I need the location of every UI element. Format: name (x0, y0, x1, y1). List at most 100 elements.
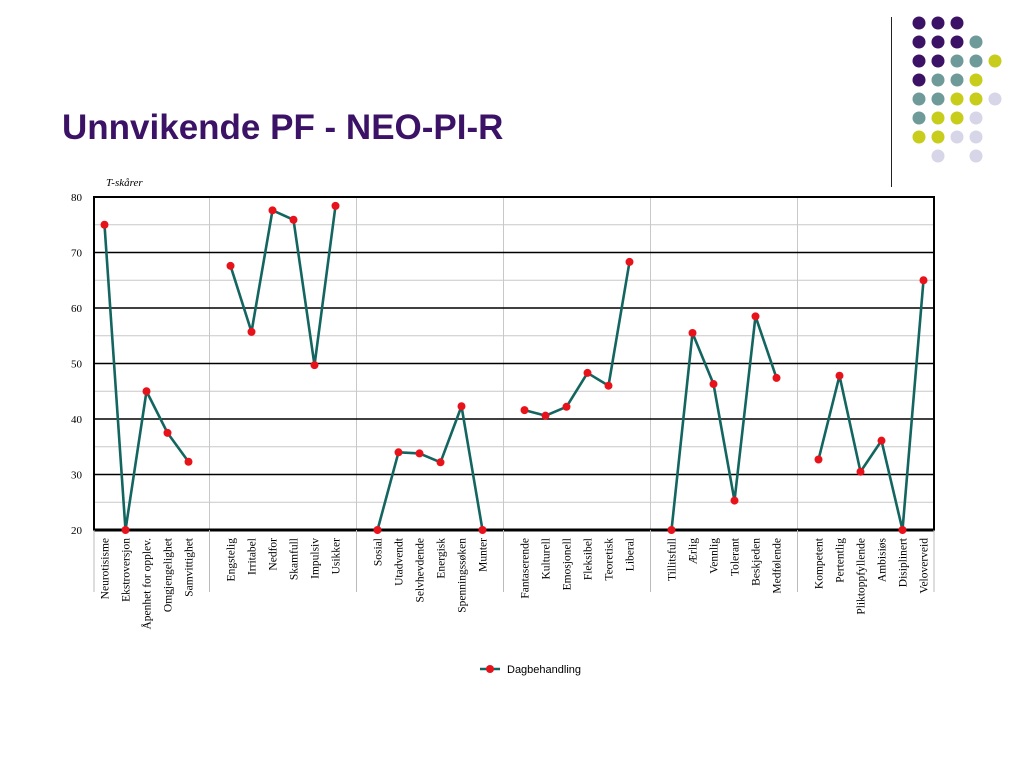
y-tick-label: 40 (71, 414, 83, 426)
x-category-label: Selvhevdende (415, 538, 427, 603)
decorative-dot (912, 73, 926, 87)
data-point (289, 215, 298, 224)
data-point (898, 526, 907, 534)
data-point (583, 368, 592, 377)
data-point (730, 496, 739, 505)
y-axis-label: T-skårer (106, 177, 143, 189)
decorative-dot (988, 54, 1002, 68)
x-category-label: Neurotisisme (100, 538, 112, 599)
data-point (373, 526, 382, 534)
data-point (709, 380, 718, 389)
decorative-dot (988, 92, 1002, 106)
data-point (310, 361, 319, 370)
x-category-label: Liberal (625, 538, 637, 571)
series-line (670, 315, 778, 531)
x-category-label: Tillitsfull (667, 538, 679, 581)
decorative-dot (931, 130, 945, 144)
data-point (751, 312, 760, 321)
data-point (688, 328, 697, 337)
data-point (877, 436, 886, 445)
x-category-label: Pertentlig (835, 538, 847, 583)
y-tick-label: 30 (71, 470, 83, 482)
decorative-dot (931, 111, 945, 125)
series-line (817, 280, 925, 532)
decorative-dot (931, 149, 945, 163)
y-tick-label: 70 (71, 248, 83, 260)
x-category-label: Nedfor (268, 538, 280, 571)
title-divider (891, 17, 892, 187)
y-tick-label: 80 (71, 192, 83, 204)
data-point (268, 206, 277, 215)
data-point (562, 402, 571, 411)
x-category-label: Kompetent (814, 537, 826, 589)
data-point (919, 276, 928, 285)
x-category-label: Impulsiv (310, 538, 322, 579)
decorative-dot (931, 35, 945, 49)
legend-marker (486, 665, 494, 673)
data-point (604, 381, 613, 390)
decorative-dot-grid (912, 16, 1002, 163)
decorative-dot (950, 130, 964, 144)
decorative-dot (969, 35, 983, 49)
x-category-label: Munter (478, 538, 490, 572)
x-category-label: Emosjonell (562, 538, 574, 590)
data-point (856, 467, 865, 476)
x-category-label: Åpenhet for opplev. (140, 538, 154, 630)
data-point (667, 526, 676, 534)
x-category-label: Kulturell (541, 538, 553, 580)
x-category-label: Beskjeden (751, 538, 763, 586)
line-chart: 20 30 40 50 60 70 80 T-skårer Neurotisisme Ekstro… (71, 177, 935, 676)
data-point (121, 526, 130, 534)
x-category-label: Vennlig (709, 538, 721, 574)
data-point (184, 457, 193, 466)
x-category-label: Sosial (373, 538, 385, 566)
data-point (331, 201, 340, 210)
data-point (226, 261, 235, 270)
legend-label: Dagbehandling (507, 664, 581, 676)
data-point (415, 449, 424, 458)
data-point (814, 455, 823, 464)
x-category-label: Usikker (331, 538, 343, 575)
data-point (247, 327, 256, 336)
data-point (835, 371, 844, 380)
decorative-dot (950, 54, 964, 68)
x-category-label: Engstelig (226, 538, 238, 582)
decorative-dot (950, 16, 964, 30)
x-category-label: Ærlig (688, 538, 700, 564)
decorative-dot (969, 73, 983, 87)
decorative-dot (950, 92, 964, 106)
x-category-label: Fantaserende (520, 538, 532, 599)
x-category-label: Ekstroversjon (121, 538, 133, 602)
decorative-dot (969, 54, 983, 68)
decorative-dot (931, 54, 945, 68)
x-category-label: Irritabel (247, 538, 259, 575)
x-category-label: Energisk (436, 538, 448, 579)
decorative-dot (931, 73, 945, 87)
series-line (229, 205, 337, 367)
decorative-dot (969, 111, 983, 125)
decorative-dot (969, 149, 983, 163)
x-category-label: Tolerant (730, 537, 742, 576)
x-category-label: Spenningssøken (457, 538, 469, 613)
slide-title: Unnvikende PF - NEO-PI-R (62, 108, 504, 147)
series-line (524, 261, 631, 417)
x-category-label: Teoretisk (604, 538, 616, 581)
y-tick-label: 20 (71, 525, 83, 537)
data-point (394, 448, 403, 457)
decorative-dot (912, 16, 926, 30)
decorative-dot (969, 130, 983, 144)
y-tick-label: 60 (71, 303, 83, 315)
data-point (625, 257, 634, 266)
decorative-dot (969, 92, 983, 106)
series-line (103, 224, 190, 532)
decorative-dot (931, 92, 945, 106)
x-category-label: Utadvendt (394, 537, 406, 586)
x-category-label: Omgjengelighet (163, 537, 175, 612)
decorative-dot (912, 111, 926, 125)
x-category-label: Veloverveid (919, 538, 931, 594)
data-point (541, 411, 550, 420)
data-point (520, 406, 529, 415)
decorative-dot (912, 130, 926, 144)
decorative-dot (950, 35, 964, 49)
x-category-label: Samvittighet (184, 537, 196, 597)
